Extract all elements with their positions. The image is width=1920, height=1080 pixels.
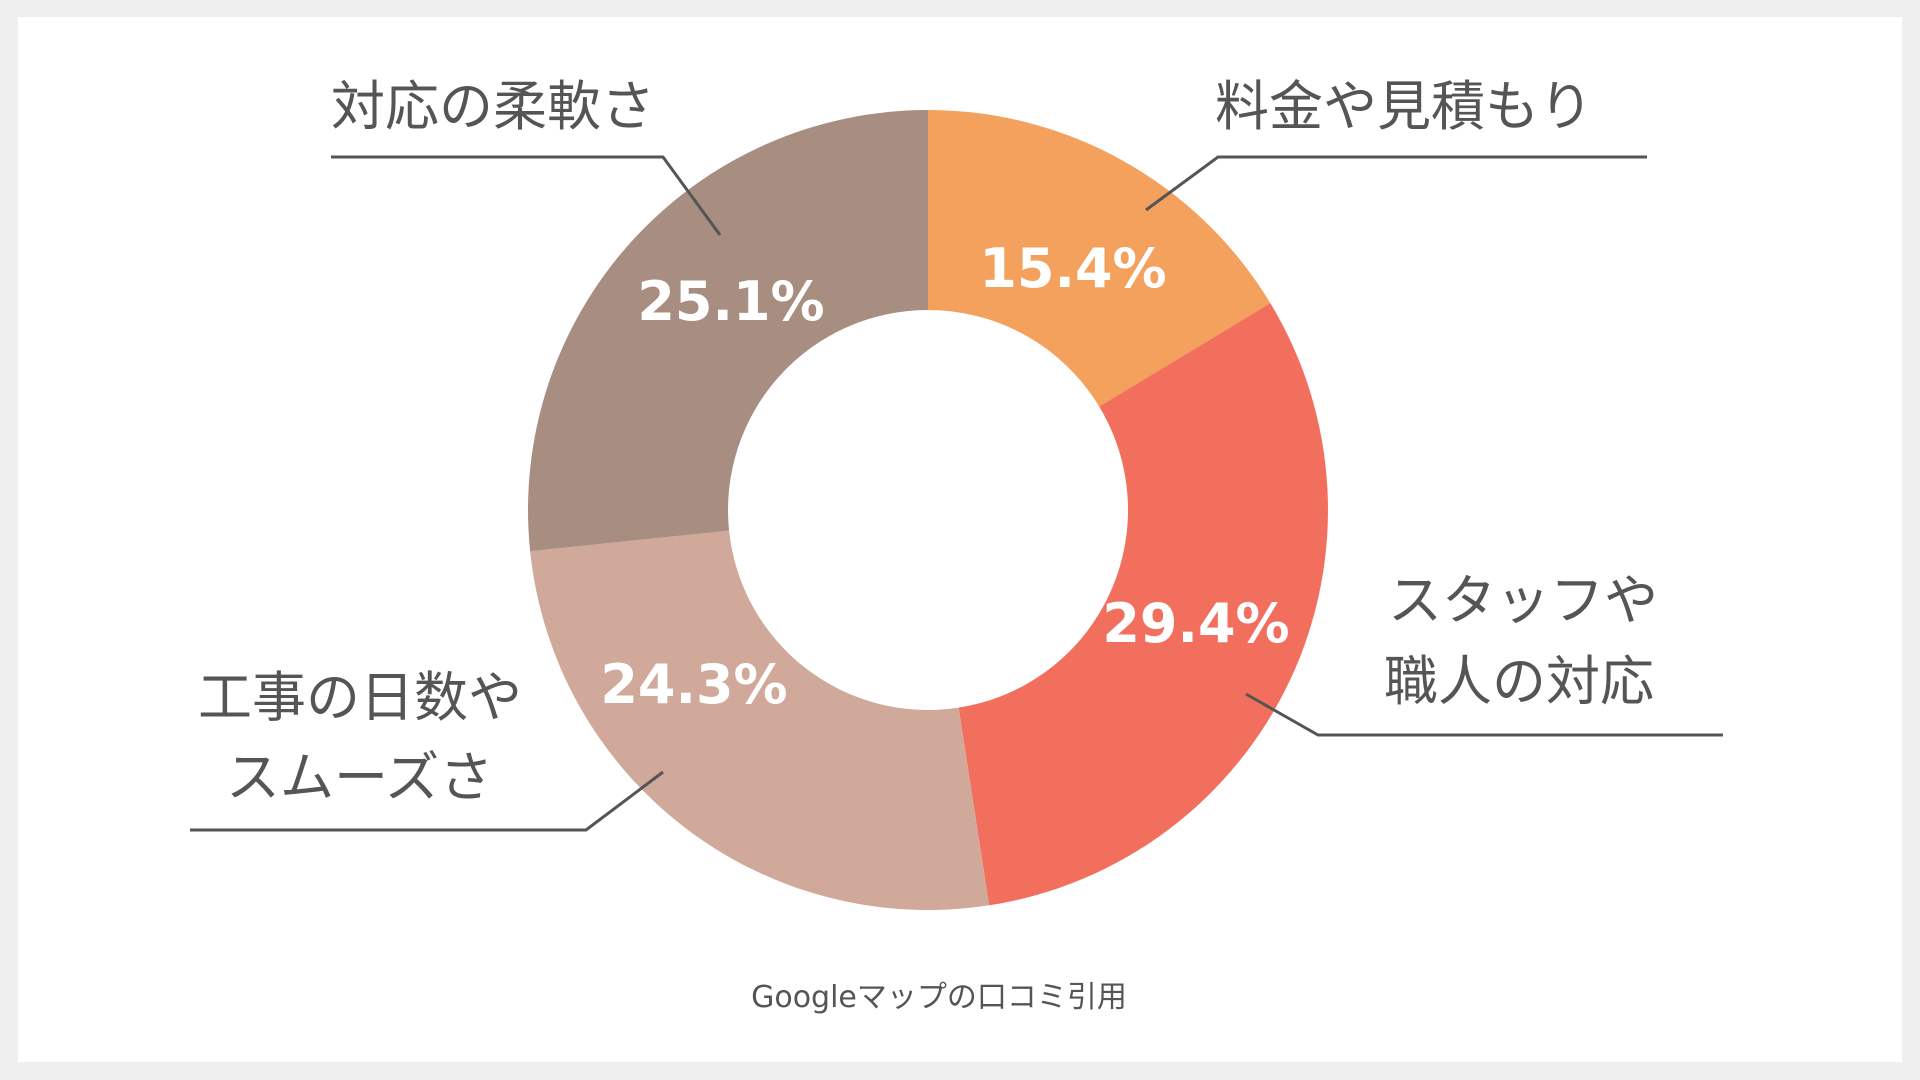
leader-line-2 — [190, 770, 664, 832]
value-label-1: 29.4% — [1102, 592, 1289, 655]
chart-source: Googleマップの口コミ引用 — [751, 980, 1127, 1015]
leader-line-3 — [331, 155, 722, 236]
category-label-2a: 工事の日数や — [198, 666, 522, 729]
category-label-1b: 職人の対応 — [1384, 650, 1654, 713]
category-label-3: 対応の柔軟さ — [331, 75, 655, 138]
value-labels: 15.4% 29.4% 24.3% 25.1% — [600, 237, 1289, 716]
value-label-2: 24.3% — [600, 653, 787, 716]
value-label-3: 25.1% — [637, 270, 824, 333]
category-label-2b: スムーズさ — [226, 746, 493, 809]
category-label-0: 料金や見積もり — [1215, 75, 1593, 138]
donut-chart: 15.4% 29.4% 24.3% 25.1% 料金や見積もり スタッフや 職人… — [190, 75, 1723, 1015]
leader-lines — [190, 155, 1723, 832]
donut-slice-3 — [528, 110, 928, 552]
category-labels: 料金や見積もり スタッフや 職人の対応 工事の日数や スムーズさ 対応の柔軟さ — [198, 75, 1658, 809]
chart-card: 15.4% 29.4% 24.3% 25.1% 料金や見積もり スタッフや 職人… — [18, 17, 1902, 1062]
value-label-0: 15.4% — [979, 237, 1166, 300]
donut-slices — [528, 110, 1328, 910]
leader-line-1 — [1245, 692, 1723, 737]
donut-slice-2 — [530, 530, 990, 910]
category-label-1a: スタッフや — [1388, 569, 1658, 632]
leader-line-0 — [1145, 155, 1647, 212]
donut-slice-0 — [928, 110, 1271, 407]
donut-slice-1 — [958, 303, 1328, 906]
